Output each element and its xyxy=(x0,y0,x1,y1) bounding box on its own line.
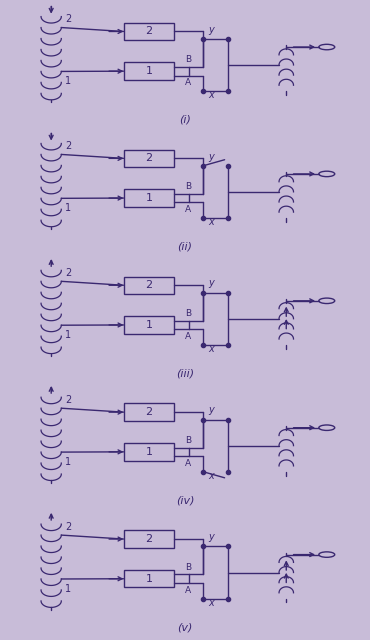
Text: (iii): (iii) xyxy=(176,369,194,378)
Text: 1: 1 xyxy=(145,573,152,584)
Bar xyxy=(124,531,174,548)
Text: x: x xyxy=(208,471,213,481)
Text: x: x xyxy=(208,90,213,100)
Text: 1: 1 xyxy=(145,193,152,203)
Text: B: B xyxy=(185,182,191,191)
Text: 2: 2 xyxy=(145,280,152,291)
Text: 1: 1 xyxy=(65,330,71,340)
Text: A: A xyxy=(185,586,191,595)
Bar xyxy=(124,23,174,40)
Bar xyxy=(124,150,174,167)
Bar xyxy=(124,316,174,333)
Text: x: x xyxy=(208,218,213,227)
Text: B: B xyxy=(185,309,191,318)
Bar xyxy=(124,443,174,461)
Bar xyxy=(124,63,174,80)
Bar xyxy=(124,189,174,207)
Text: 1: 1 xyxy=(65,204,71,213)
Text: 2: 2 xyxy=(65,522,71,532)
Text: 1: 1 xyxy=(145,320,152,330)
Text: 2: 2 xyxy=(145,26,152,36)
Text: 2: 2 xyxy=(65,15,71,24)
Text: 1: 1 xyxy=(65,584,71,594)
Text: 1: 1 xyxy=(65,457,71,467)
Text: (ii): (ii) xyxy=(178,241,192,252)
Text: y: y xyxy=(208,25,213,35)
Text: x: x xyxy=(208,344,213,355)
Text: 1: 1 xyxy=(145,66,152,76)
Text: B: B xyxy=(185,563,191,572)
Text: 2: 2 xyxy=(145,534,152,544)
Text: A: A xyxy=(185,78,191,87)
Text: (iv): (iv) xyxy=(176,495,194,505)
Text: A: A xyxy=(185,205,191,214)
Text: 2: 2 xyxy=(65,141,71,151)
Text: B: B xyxy=(185,436,191,445)
Text: 1: 1 xyxy=(145,447,152,457)
Text: 2: 2 xyxy=(65,268,71,278)
Bar xyxy=(124,403,174,421)
Text: 1: 1 xyxy=(65,76,71,86)
Text: y: y xyxy=(208,278,213,289)
Text: (i): (i) xyxy=(179,115,191,125)
Text: y: y xyxy=(208,405,213,415)
Text: 2: 2 xyxy=(65,395,71,405)
Text: A: A xyxy=(185,332,191,340)
Text: 2: 2 xyxy=(145,407,152,417)
Text: A: A xyxy=(185,459,191,468)
Text: (v): (v) xyxy=(177,622,193,632)
Bar xyxy=(124,276,174,294)
Text: y: y xyxy=(208,152,213,162)
Text: 2: 2 xyxy=(145,154,152,163)
Text: x: x xyxy=(208,598,213,608)
Bar xyxy=(124,570,174,588)
Text: B: B xyxy=(185,56,191,65)
Text: y: y xyxy=(208,532,213,542)
